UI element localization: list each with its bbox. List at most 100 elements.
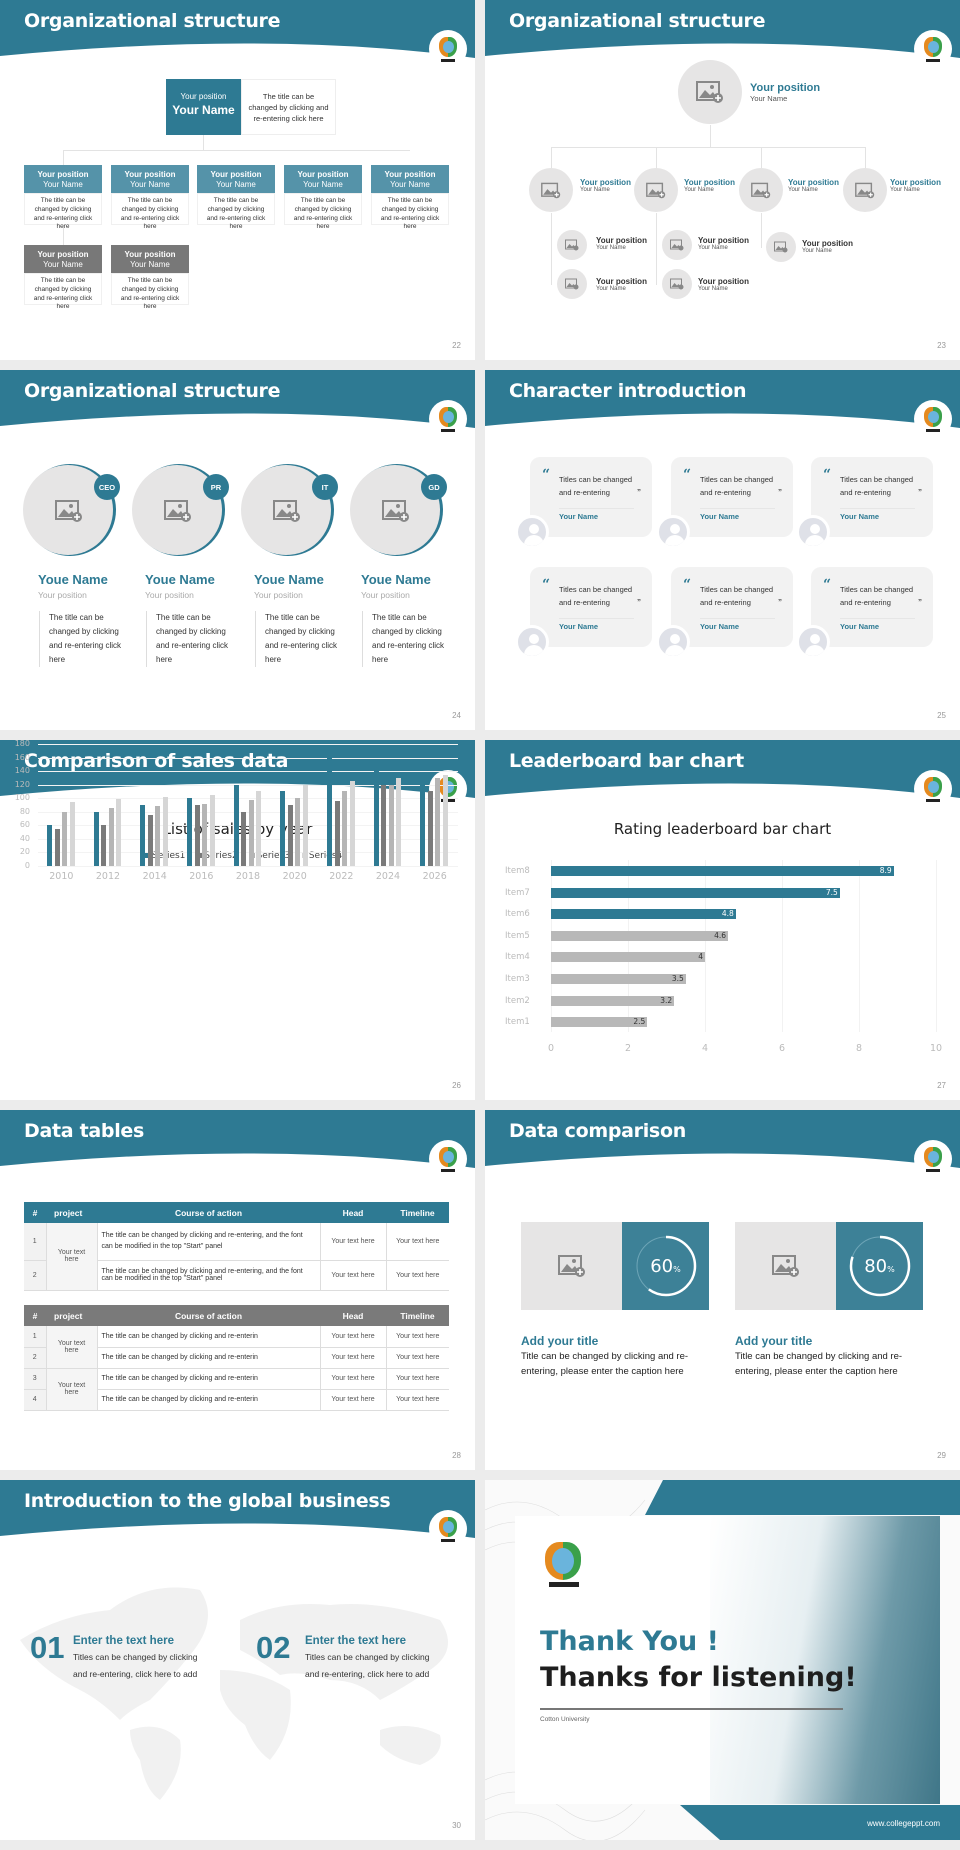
character-card[interactable]: “ Titles can be changed and re-entering ” Y… <box>671 567 793 647</box>
photo-placeholder[interactable] <box>843 168 887 212</box>
bar <box>551 974 686 984</box>
character-card[interactable]: “ Titles can be changed and re-entering ” Y… <box>811 457 933 537</box>
bar <box>442 774 448 866</box>
add-image-icon[interactable] <box>382 499 410 523</box>
slide-title: Data comparison <box>509 1120 686 1142</box>
bar <box>241 811 247 866</box>
org-node[interactable]: Your position Your Name The title can be c… <box>111 165 189 230</box>
bar-label: 2.5 <box>633 1017 646 1027</box>
bar <box>551 887 840 898</box>
percent-ring-60: 60% <box>622 1222 709 1310</box>
y-category: Item3 <box>505 974 530 984</box>
legend-item: Series1 <box>145 851 185 861</box>
node-description: The title can be changed by clicking and… <box>197 193 275 230</box>
character-card[interactable]: “ Titles can be changed and re-entering ” Y… <box>530 567 652 647</box>
image-placeholder[interactable] <box>521 1222 622 1310</box>
add-image-icon[interactable] <box>164 499 192 523</box>
add-image-icon <box>751 182 771 198</box>
org-top-description: The title can be changed by clicking and… <box>241 79 336 135</box>
bar <box>435 777 441 866</box>
university-name: Cotton University <box>540 1716 590 1723</box>
university-logo-icon <box>429 1510 467 1548</box>
slide-23-org-structure[interactable]: Organizational structure Your position Yo… <box>485 0 960 360</box>
org-node[interactable]: Your position Your Name The title can be c… <box>24 245 102 310</box>
top-position-label: Your position Your Name <box>750 82 821 103</box>
character-card[interactable]: “ Titles can be changed and re-entering ” Y… <box>811 567 933 647</box>
bar-label: 4.8 <box>721 909 734 919</box>
org-node[interactable]: Your position Your Name The title can be c… <box>111 245 189 310</box>
photo-placeholder[interactable] <box>662 269 692 299</box>
bar <box>140 805 146 866</box>
slide-header <box>0 0 475 60</box>
name-label: Your Name <box>43 179 83 189</box>
x-tick: 2026 <box>422 871 447 882</box>
slide-27-leaderboard[interactable]: Leaderboard bar chart Rating leaderboard… <box>485 740 960 1100</box>
add-image-icon[interactable] <box>273 499 301 523</box>
slide-28-data-tables[interactable]: Data tables # project Course of action H… <box>0 1110 475 1470</box>
y-category: Item7 <box>505 887 530 898</box>
add-image-icon[interactable] <box>55 499 83 523</box>
slide-31-thank-you[interactable]: Thank You ! Thanks for listening! Cotton… <box>485 1480 960 1840</box>
photo-placeholder[interactable] <box>739 168 783 212</box>
item-title: Add your title <box>735 1334 813 1348</box>
photo-placeholder[interactable] <box>678 60 742 124</box>
bar <box>295 798 301 866</box>
slide-25-character-intro[interactable]: Character introduction “ Titles can be ch… <box>485 370 960 730</box>
website-link[interactable]: www.collegeppt.com <box>867 1819 940 1828</box>
slide-header <box>485 370 960 430</box>
slide-24-org-structure[interactable]: Organizational structure CEO PR IT GD Yo… <box>0 370 475 730</box>
photo-placeholder[interactable] <box>766 232 796 262</box>
character-card[interactable]: “ Titles can be changed and re-entering ” Y… <box>530 457 652 537</box>
node-label: Your position Your Name <box>698 236 749 251</box>
slide-22-org-structure[interactable]: Organizational structure Your position Y… <box>0 0 475 360</box>
card-quote: Titles can be changed and re-entering <box>700 585 774 607</box>
table-row: 4 The title can be changed by clicking a… <box>24 1389 449 1411</box>
org-node[interactable]: Your position Your Name The title can be c… <box>24 165 102 230</box>
university-logo-icon <box>914 1140 952 1178</box>
character-card[interactable]: “ Titles can be changed and re-entering ” Y… <box>671 457 793 537</box>
slide-30-global-business[interactable]: Introduction to the global business 01 E… <box>0 1480 475 1840</box>
university-logo-icon <box>914 400 952 438</box>
org-top-box[interactable]: Your position Your Name <box>166 79 241 135</box>
bar <box>302 784 308 866</box>
card-name: Your Name <box>700 512 740 521</box>
avatar-icon <box>796 625 830 659</box>
close-quote-icon: ” <box>918 598 922 607</box>
page-number: 23 <box>937 341 946 350</box>
x-tick: 4 <box>701 1043 709 1054</box>
role-badge: GD <box>421 474 447 500</box>
card-quote: Titles can be changed and re-entering <box>559 475 633 497</box>
bar <box>373 764 379 866</box>
progress-ring-icon <box>635 1235 696 1297</box>
photo-placeholder[interactable] <box>662 230 692 260</box>
add-image-icon <box>696 81 723 103</box>
bar <box>396 777 402 866</box>
x-tick: 2010 <box>49 871 74 882</box>
photo-placeholder[interactable] <box>557 230 587 260</box>
legend-item: Series2 <box>197 851 238 861</box>
x-tick: 2012 <box>95 871 121 882</box>
position-label: Your position <box>37 250 89 259</box>
university-logo-icon <box>545 1542 583 1587</box>
org-node[interactable]: Your position Your Name The title can be c… <box>284 165 362 230</box>
slide-26-sales-comparison[interactable]: Comparison of sales data List of sales b… <box>0 740 475 1100</box>
add-image-icon <box>646 182 666 198</box>
bar <box>551 995 675 1006</box>
percent-value: 80% <box>864 1255 895 1277</box>
page-number: 24 <box>452 711 461 720</box>
name-label: Your Name <box>216 179 256 189</box>
photo-placeholder[interactable] <box>634 168 678 212</box>
slide-header <box>0 1110 475 1170</box>
avatar-icon <box>796 515 830 549</box>
photo-placeholder[interactable] <box>557 269 587 299</box>
org-node[interactable]: Your position Your Name The title can be c… <box>371 165 449 230</box>
member-name: Youe Name <box>145 572 215 587</box>
image-placeholder[interactable] <box>735 1222 836 1310</box>
org-node[interactable]: Your position Your Name The title can be c… <box>197 165 275 230</box>
x-tick: 2022 <box>329 871 354 882</box>
add-image-icon <box>771 1255 799 1277</box>
card-quote: Titles can be changed and re-entering <box>559 585 633 607</box>
bar-label: 8.9 <box>879 866 892 875</box>
slide-29-data-comparison[interactable]: Data comparison 60% 80% Add your title T… <box>485 1110 960 1470</box>
photo-placeholder[interactable] <box>529 168 573 212</box>
